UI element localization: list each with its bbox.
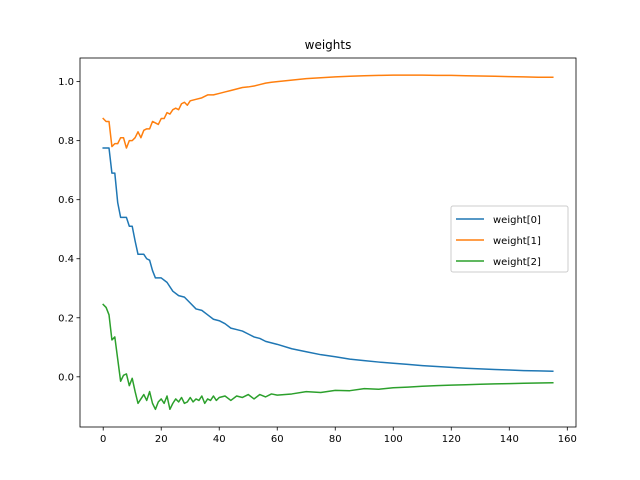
x-tick-label: 0 [100, 434, 106, 445]
x-axis: 0 20 40 60 80 100 120 140 160 [100, 427, 577, 445]
legend-box [450, 205, 569, 273]
plot-frame [79, 57, 577, 428]
chart-title: weights [305, 38, 352, 52]
x-tick-label: 60 [271, 434, 284, 445]
x-tick-label: 20 [155, 434, 168, 445]
y-tick-label: 0.6 [58, 195, 74, 206]
legend-label: weight[2] [493, 257, 541, 268]
y-tick-label: 0.0 [58, 372, 74, 383]
series-line-1 [102, 74, 554, 149]
y-tick-label: 0.4 [58, 254, 74, 265]
y-tick-label: 0.2 [58, 313, 74, 324]
x-tick-label: 80 [329, 434, 342, 445]
legend-label: weight[0] [493, 215, 541, 226]
y-tick-label: 0.8 [58, 136, 74, 147]
series-line-2 [102, 303, 554, 411]
legend: weight[0] weight[1] weight[2] [450, 205, 569, 273]
x-tick-label: 120 [442, 434, 461, 445]
legend-label: weight[1] [493, 236, 541, 247]
series-layer [102, 74, 554, 411]
x-tick-label: 40 [213, 434, 226, 445]
x-tick-label: 140 [500, 434, 519, 445]
series-line-0 [102, 147, 554, 372]
x-tick-label: 100 [384, 434, 403, 445]
x-tick-label: 160 [558, 434, 577, 445]
y-axis: 0.0 0.2 0.4 0.6 0.8 1.0 [58, 77, 80, 383]
y-tick-label: 1.0 [58, 77, 74, 88]
